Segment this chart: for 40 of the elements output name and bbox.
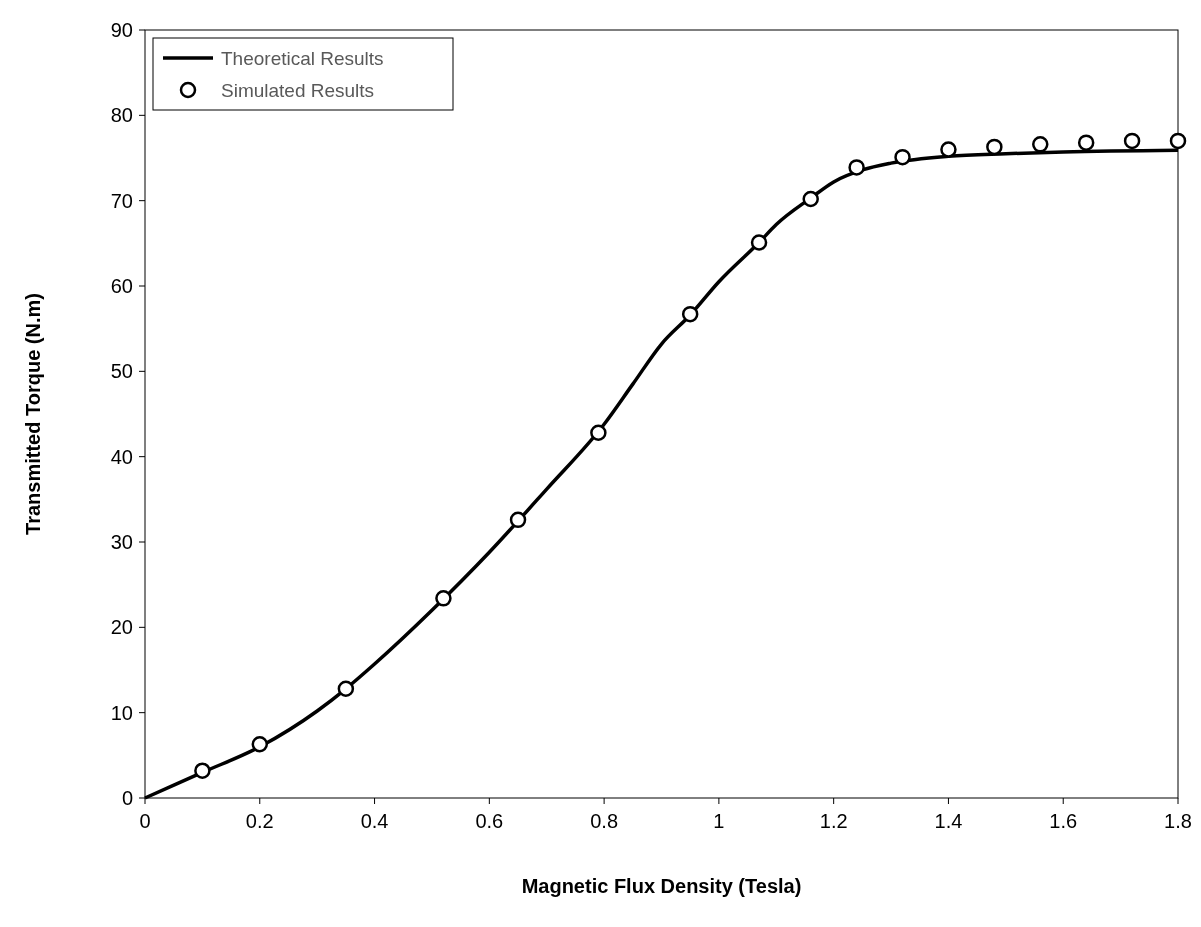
point (750, 234, 768, 251)
point (1032, 136, 1049, 153)
x-tick-label: 1.2 (819, 810, 848, 832)
x-tick-label: 0.6 (475, 810, 504, 832)
point (940, 141, 957, 158)
point (435, 590, 452, 607)
point (590, 424, 607, 442)
y-tick-label: 70 (110, 189, 133, 212)
x-tick-label: 0.2 (245, 810, 274, 832)
y-tick-label: 20 (110, 616, 133, 639)
point (1169, 132, 1187, 150)
point (848, 159, 865, 176)
point (894, 148, 911, 166)
x-tick-label: 1 (713, 810, 725, 832)
x-axis-title: Magnetic Flux Density (Tesla) (521, 875, 802, 897)
y-tick-label: 50 (110, 360, 133, 383)
y-tick-label: 80 (110, 104, 133, 127)
x-tick-label: 0.4 (360, 810, 389, 832)
y-tick-label: 0 (121, 787, 133, 809)
point (802, 190, 819, 208)
y-tick-label: 40 (110, 445, 133, 468)
point (681, 305, 699, 323)
y-tick-label: 90 (110, 19, 133, 41)
point (509, 511, 527, 529)
y-tick-label: 10 (110, 701, 133, 724)
point (337, 680, 355, 698)
legend-label: Simulated Results (221, 79, 375, 101)
y-tick-label: 30 (110, 531, 133, 553)
y-axis-title: Transmitted Torque (N.m) (22, 293, 44, 535)
y-tick-label: 60 (110, 275, 133, 297)
x-tick-label: 1.4 (934, 810, 963, 832)
legend-label: Theoretical Results (221, 47, 384, 69)
x-tick-label: 1.6 (1049, 810, 1078, 832)
x-tick-label: 0 (139, 810, 151, 832)
point (251, 735, 269, 753)
point (1123, 132, 1141, 150)
point (1077, 134, 1095, 151)
point (194, 762, 211, 779)
x-tick-label: 1.8 (1164, 810, 1192, 832)
x-tick-label: 0.8 (590, 810, 619, 832)
